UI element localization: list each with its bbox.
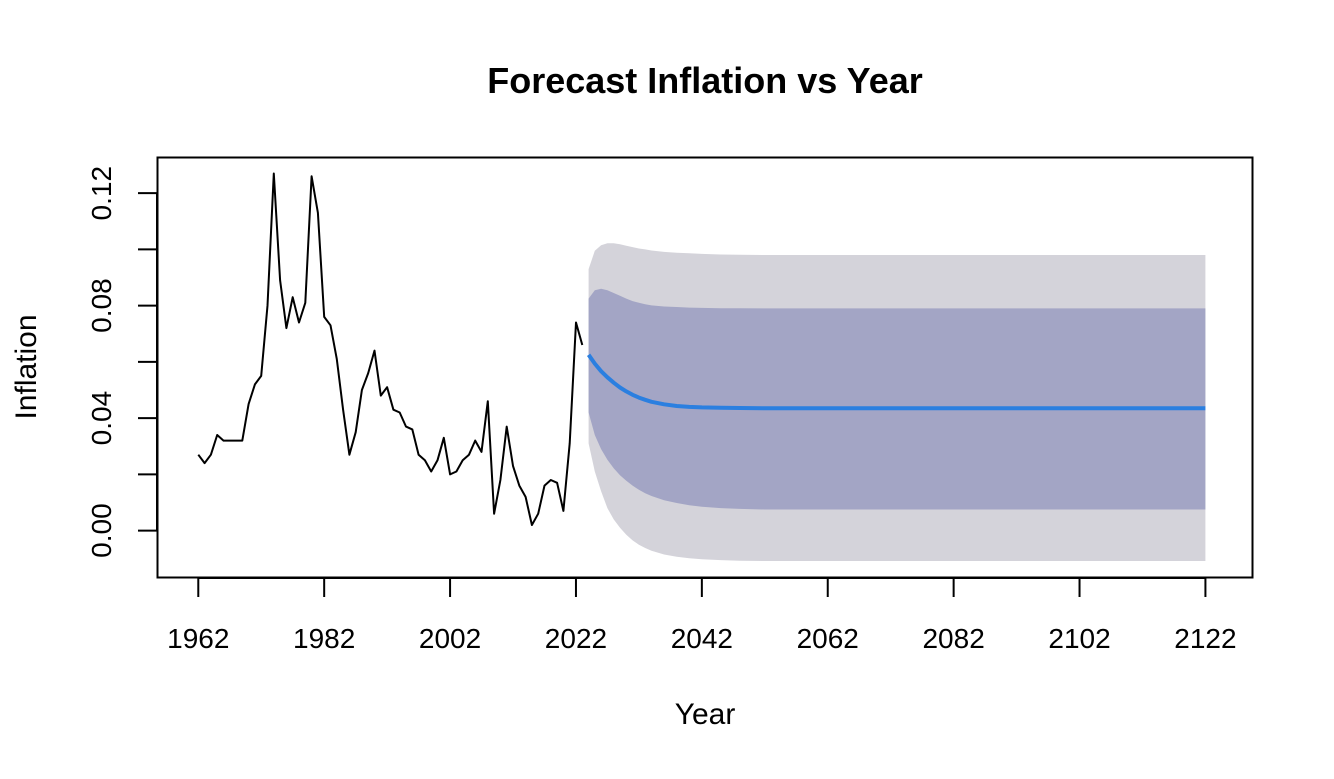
x-tick-label: 2082 <box>922 623 984 654</box>
x-tick-label: 2122 <box>1174 623 1236 654</box>
chart-title: Forecast Inflation vs Year <box>487 60 923 101</box>
y-axis-label: Inflation <box>10 314 43 419</box>
interval-80-band <box>588 288 1206 510</box>
history-line <box>197 172 584 526</box>
forecast-line <box>586 353 1206 411</box>
x-tick-label: 1962 <box>167 623 229 654</box>
x-axis: 1962 1982 2002 2022 2042 2062 2082 2102 2122 <box>167 577 1237 654</box>
y-tick-label: 0.08 <box>86 278 117 333</box>
y-tick-label: 0.00 <box>86 503 117 558</box>
data-lines <box>197 172 1206 526</box>
forecast-intervals <box>588 243 1206 561</box>
x-tick-label: 2002 <box>419 623 481 654</box>
x-tick-label: 2042 <box>671 623 733 654</box>
x-tick-label: 2022 <box>545 623 607 654</box>
y-tick-label: 0.12 <box>86 166 117 221</box>
x-axis-label: Year <box>675 698 736 731</box>
y-axis: 0.00 0.04 0.08 0.12 <box>86 166 158 558</box>
x-tick-label: 2102 <box>1048 623 1110 654</box>
x-tick-label: 2062 <box>797 623 859 654</box>
y-tick-label: 0.04 <box>86 391 117 446</box>
x-tick-label: 1982 <box>293 623 355 654</box>
